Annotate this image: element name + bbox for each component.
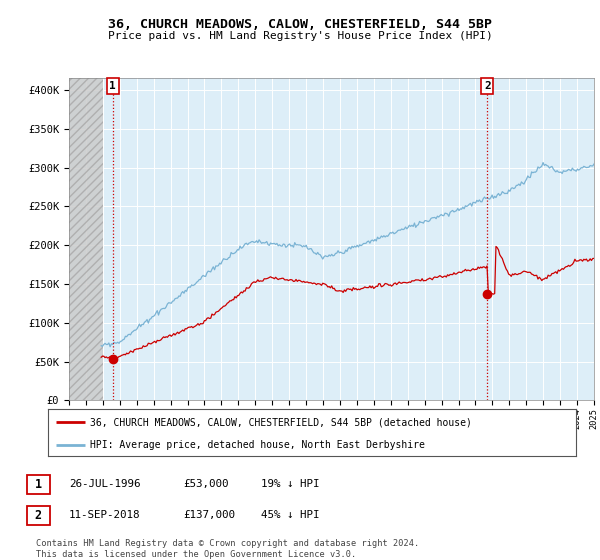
Text: 1: 1 [35, 478, 42, 491]
Text: 1: 1 [109, 81, 116, 91]
Text: 36, CHURCH MEADOWS, CALOW, CHESTERFIELD, S44 5BP: 36, CHURCH MEADOWS, CALOW, CHESTERFIELD,… [108, 18, 492, 31]
Text: 2: 2 [35, 508, 42, 522]
Text: 2: 2 [484, 81, 491, 91]
Text: 19% ↓ HPI: 19% ↓ HPI [261, 479, 320, 489]
Text: HPI: Average price, detached house, North East Derbyshire: HPI: Average price, detached house, Nort… [90, 440, 425, 450]
Text: 11-SEP-2018: 11-SEP-2018 [69, 510, 140, 520]
Text: £53,000: £53,000 [183, 479, 229, 489]
Text: 36, CHURCH MEADOWS, CALOW, CHESTERFIELD, S44 5BP (detached house): 36, CHURCH MEADOWS, CALOW, CHESTERFIELD,… [90, 417, 472, 427]
Bar [69, 78, 103, 400]
Text: 26-JUL-1996: 26-JUL-1996 [69, 479, 140, 489]
Text: Price paid vs. HM Land Registry's House Price Index (HPI): Price paid vs. HM Land Registry's House … [107, 31, 493, 41]
Text: £137,000: £137,000 [183, 510, 235, 520]
Text: Contains HM Land Registry data © Crown copyright and database right 2024.
This d: Contains HM Land Registry data © Crown c… [36, 539, 419, 559]
Text: 45% ↓ HPI: 45% ↓ HPI [261, 510, 320, 520]
